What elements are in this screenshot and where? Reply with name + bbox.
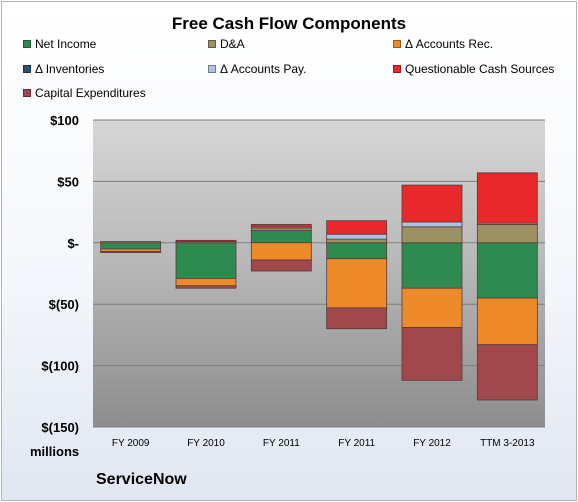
legend-item: Net Income	[23, 37, 96, 51]
legend-label: Capital Expenditures	[35, 86, 146, 100]
y-tick-label: $(150)	[41, 420, 79, 435]
legend-swatch	[393, 40, 401, 48]
bar-segment	[250, 259, 312, 272]
legend-swatch	[208, 40, 216, 48]
y-tick-label: $(50)	[49, 297, 79, 312]
y-tick-label: $(100)	[41, 359, 79, 374]
bar-segment	[401, 226, 463, 244]
bar-segment	[326, 307, 388, 330]
bar-segment	[476, 223, 538, 244]
category-label: FY 2009	[112, 438, 150, 449]
bar-segment	[250, 230, 312, 244]
bar-segment	[401, 184, 463, 223]
chart-title: Free Cash Flow Components	[171, 14, 407, 33]
legend-swatch	[23, 40, 31, 48]
legend-label: Net Income	[35, 37, 97, 51]
category-label: FY 2010	[187, 438, 225, 449]
bar-segment	[401, 287, 463, 328]
bar-segment	[100, 242, 162, 250]
bar-segment	[175, 285, 237, 289]
legend-label: Δ Inventories	[35, 62, 105, 76]
category-label: FY 2011	[338, 438, 375, 449]
legend-item: Capital Expenditures	[23, 86, 146, 100]
legend-swatch	[393, 65, 401, 73]
bar-segment	[326, 242, 388, 260]
legend-swatch	[208, 65, 216, 73]
legend-label: D&A	[220, 37, 245, 51]
bar-segment	[326, 258, 388, 309]
bar-segment	[326, 238, 388, 244]
legend-label: Questionable Cash Sources	[405, 62, 555, 76]
bar-segment	[175, 239, 237, 242]
category-label: FY 2011	[263, 438, 300, 449]
bar-segment	[476, 297, 538, 346]
bar-segment	[250, 223, 312, 228]
bar-segment	[326, 233, 388, 240]
units-label: millions	[30, 444, 80, 459]
bar-segment	[401, 242, 463, 289]
category-label: FY 2012	[413, 438, 451, 449]
bar-segment	[476, 344, 538, 401]
legend-swatch	[23, 65, 31, 73]
y-tick-label: $100	[50, 113, 79, 128]
bar-segment	[175, 242, 237, 279]
legend-item: D&A	[208, 37, 245, 51]
bar-segment	[100, 250, 162, 254]
legend-item: Questionable Cash Sources	[393, 62, 554, 76]
legend-item: Δ Accounts Pay.	[208, 62, 307, 76]
legend-item: Δ Inventories	[23, 62, 104, 76]
legend-label: Δ Accounts Rec.	[405, 37, 494, 51]
y-tick-label: $50	[57, 174, 79, 189]
company-name: ServiceNow	[96, 471, 187, 488]
category-label: TTM 3-2013	[480, 438, 535, 449]
bar-segment	[476, 172, 538, 224]
bar-segment	[401, 327, 463, 381]
bar-segment	[326, 220, 388, 235]
bar-segment	[175, 278, 237, 287]
y-tick-label: $-	[67, 236, 79, 251]
bar-segment	[250, 242, 312, 261]
bar-segment	[476, 242, 538, 299]
legend-item: Δ Accounts Rec.	[393, 37, 493, 51]
bar-segment	[100, 241, 162, 244]
legend-label: Δ Accounts Pay.	[220, 62, 307, 76]
bar-segment	[401, 221, 463, 228]
plot-area	[93, 120, 545, 427]
legend-swatch	[23, 89, 31, 97]
